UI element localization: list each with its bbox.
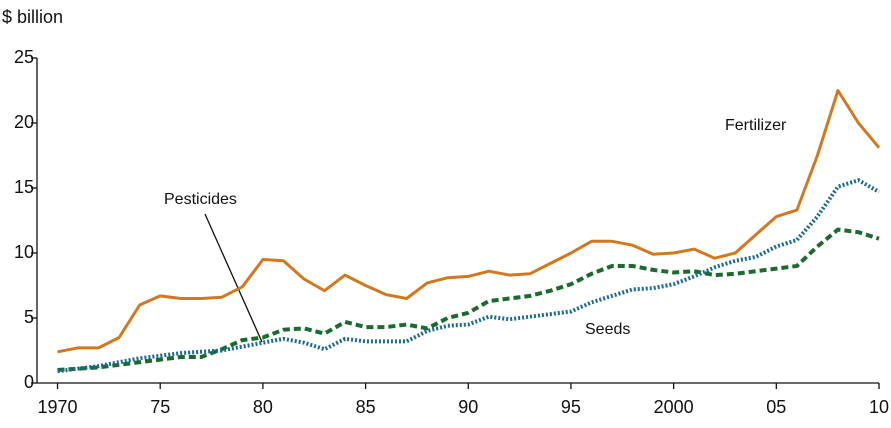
annotation-leader bbox=[204, 213, 263, 343]
x-tick-label: 75 bbox=[150, 397, 170, 417]
y-axis-label: $ billion bbox=[2, 7, 63, 27]
y-tick-label: 20 bbox=[14, 112, 34, 132]
x-tick-label: 90 bbox=[458, 397, 478, 417]
series-annotation: Seeds bbox=[585, 321, 630, 338]
x-tick-label: 2000 bbox=[654, 397, 694, 417]
x-tick-label: 85 bbox=[356, 397, 376, 417]
x-tick-label: 95 bbox=[561, 397, 581, 417]
x-tick-label: 05 bbox=[766, 397, 786, 417]
series-line bbox=[57, 89, 881, 354]
series-line bbox=[57, 227, 880, 372]
y-tick-label: 10 bbox=[14, 242, 34, 262]
y-tick-label: 5 bbox=[24, 307, 34, 327]
series-annotation: Pesticides bbox=[164, 191, 237, 208]
x-tick-label: 1970 bbox=[38, 397, 78, 417]
x-tick-label: 80 bbox=[253, 397, 273, 417]
x-tick-label: 10 bbox=[869, 397, 889, 417]
y-tick-label: 25 bbox=[14, 47, 34, 67]
series-annotation: Fertilizer bbox=[725, 117, 787, 134]
y-tick-label: 15 bbox=[14, 177, 34, 197]
series-line bbox=[57, 178, 880, 374]
y-tick-label: 0 bbox=[24, 372, 34, 392]
